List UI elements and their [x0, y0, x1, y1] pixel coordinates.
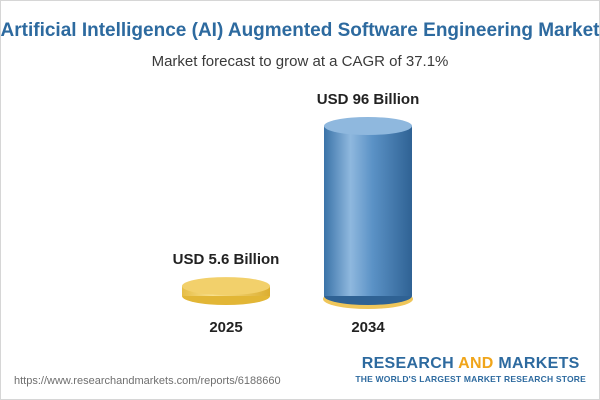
value-label-1: USD 96 Billion [317, 91, 420, 108]
brand-logo: RESEARCH AND MARKETS THE WORLD'S LARGEST… [355, 355, 586, 385]
category-label-1: 2034 [351, 319, 385, 336]
brand-name: RESEARCH AND MARKETS [355, 355, 586, 373]
bar-body-1 [324, 126, 412, 296]
chart-subtitle: Market forecast to grow at a CAGR of 37.… [151, 53, 449, 70]
source-url[interactable]: https://www.researchandmarkets.com/repor… [14, 375, 281, 387]
brand-word-research: RESEARCH [361, 355, 454, 372]
category-label-0: 2025 [209, 319, 242, 336]
bar-top-0 [182, 277, 270, 296]
value-label-0: USD 5.6 Billion [173, 251, 280, 268]
bar-top-1 [324, 117, 412, 135]
chart-title: Artificial Intelligence (AI) Augmented S… [0, 20, 600, 41]
brand-word-markets: MARKETS [498, 355, 580, 372]
brand-word-and: AND [458, 355, 494, 372]
brand-tagline: THE WORLD'S LARGEST MARKET RESEARCH STOR… [355, 374, 586, 384]
